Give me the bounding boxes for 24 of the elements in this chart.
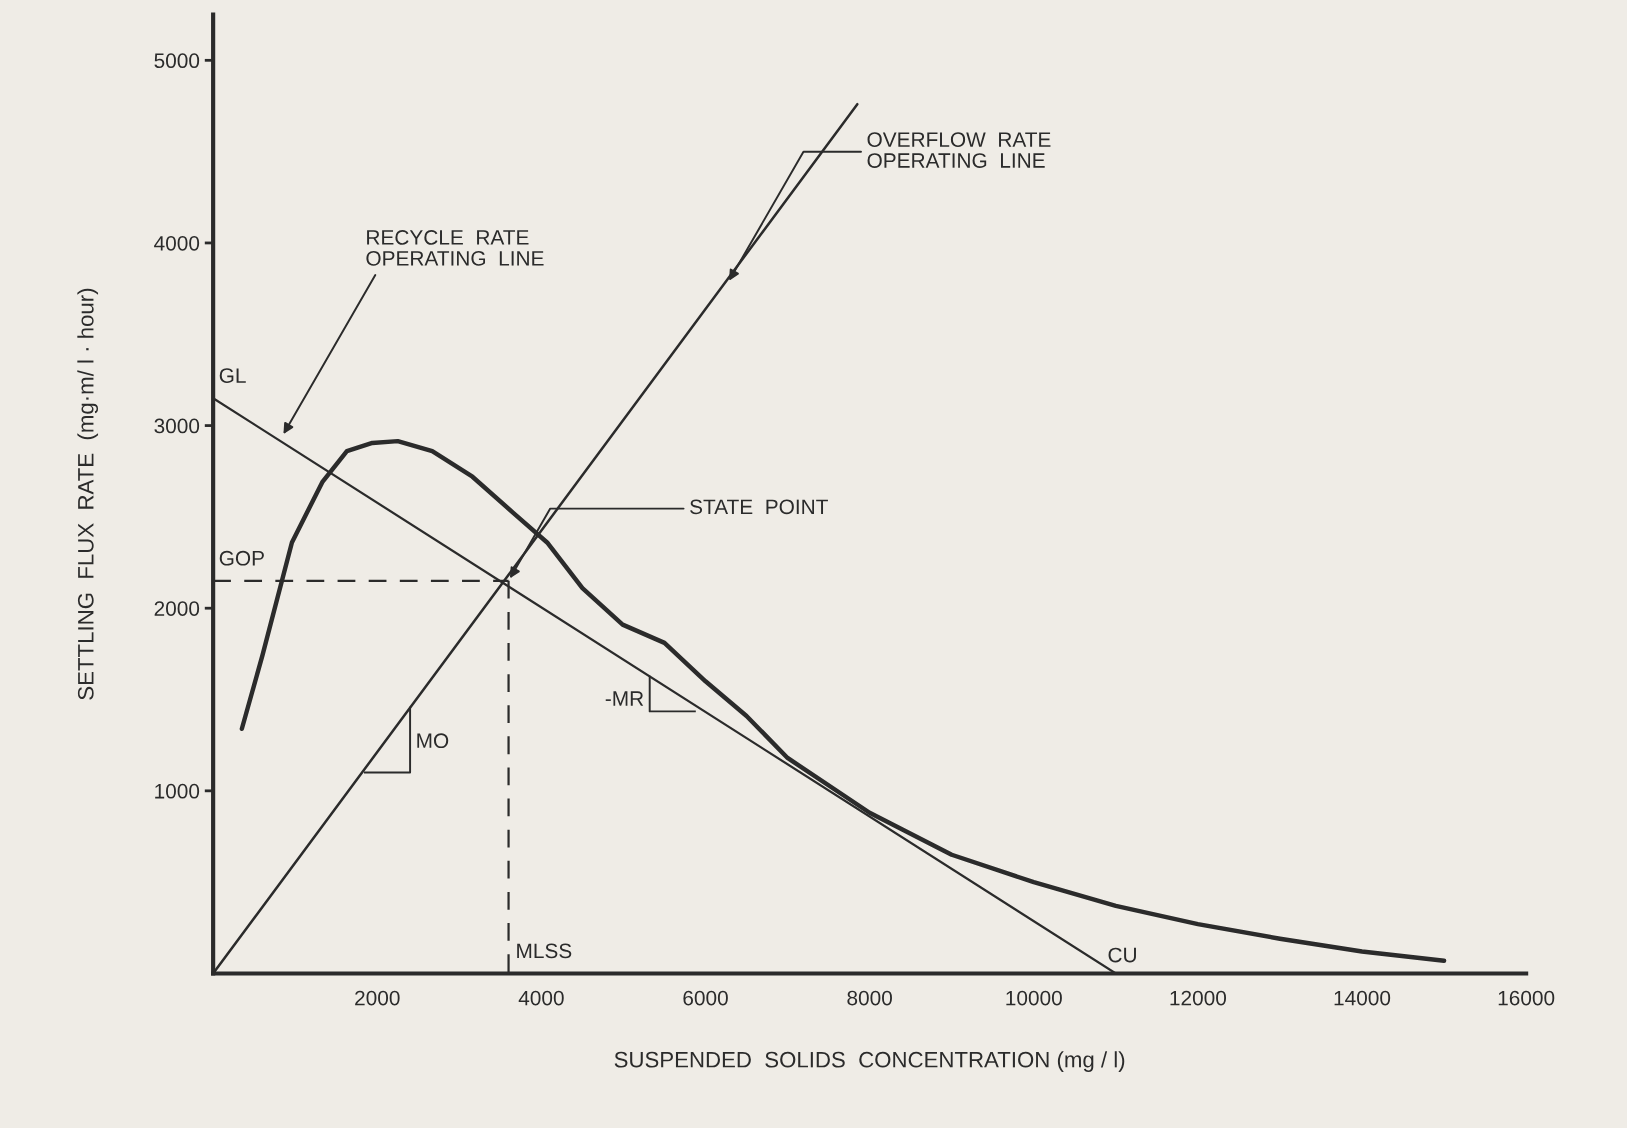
annotation: MO <box>417 733 449 749</box>
y-tick-label: 5000 <box>154 53 200 69</box>
x-axis-title: SUSPENDED SOLIDS CONCENTRATION (mg / l) <box>614 1051 1125 1072</box>
y-tick-label: 1000 <box>155 783 200 799</box>
annotation: RECYCLE RATE OPERATING LINE <box>366 230 544 266</box>
annotation: GOP <box>219 550 264 566</box>
x-tick-label: 6000 <box>683 990 728 1006</box>
x-tick-label: 10000 <box>1006 990 1062 1006</box>
x-tick-label: 16000 <box>1498 990 1555 1006</box>
y-tick-label: 4000 <box>154 235 200 251</box>
x-tick-label: 2000 <box>355 990 400 1006</box>
x-tick-label: 12000 <box>1170 990 1227 1006</box>
x-tick-label: 4000 <box>518 990 564 1006</box>
annotation: -MR <box>605 691 644 706</box>
y-tick-label: 2000 <box>154 601 200 616</box>
annotation: GL <box>219 368 246 383</box>
annotation: STATE POINT <box>690 499 828 515</box>
x-tick-label: 14000 <box>1334 990 1391 1006</box>
y-tick-label: 3000 <box>154 418 200 434</box>
annotation: OVERFLOW RATE OPERATING LINE <box>867 132 1051 168</box>
x-tick-label: 8000 <box>847 990 892 1006</box>
y-axis-title: SETTLING FLUX RATE (mg·m/ l · hour) <box>77 288 99 700</box>
annotation: CU <box>1108 947 1136 963</box>
annotation: MLSS <box>517 943 572 959</box>
